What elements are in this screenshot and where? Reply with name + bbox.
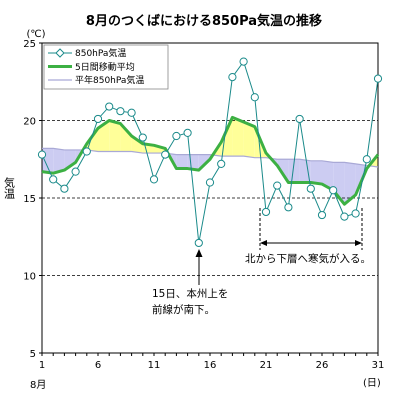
x-tick-label: 21 [260, 360, 273, 371]
x-tick-label: 1 [39, 360, 45, 371]
annotation-front-line2: 前線が南下。 [152, 303, 215, 316]
data-point [94, 115, 101, 122]
annotation-cold-air: 北から下層へ寒気が入る。 [245, 208, 371, 265]
data-point [352, 210, 359, 217]
cold-anomaly-fill [176, 155, 187, 169]
x-tick-label: 6 [95, 360, 101, 371]
y-tick-label: 10 [23, 272, 36, 283]
svg-text:気温: 気温 [3, 176, 16, 199]
data-point [240, 58, 247, 65]
warm-anomaly-fill [232, 117, 243, 156]
data-point [150, 176, 157, 183]
legend: 850hPa気温 5日間移動平均 平年850hPa気温 [44, 45, 168, 89]
data-point [262, 208, 269, 215]
data-point [72, 168, 79, 175]
data-point [38, 151, 45, 158]
cold-anomaly-fill [311, 161, 322, 184]
data-point [206, 179, 213, 186]
y-tick-label: 20 [23, 117, 36, 128]
data-point [251, 94, 258, 101]
data-point [117, 108, 124, 115]
y-tick-label: 15 [23, 194, 36, 205]
x-tick-label: 31 [372, 360, 385, 371]
data-point [61, 185, 68, 192]
y-axis-label: 気温 [3, 176, 16, 199]
arrowhead-icon [196, 249, 203, 257]
data-point [330, 187, 337, 194]
x-tick-label: 16 [204, 360, 217, 371]
data-point [274, 182, 281, 189]
data-point [128, 109, 135, 116]
y-tick-label: 5 [30, 349, 36, 360]
x-tick-label: 26 [316, 360, 329, 371]
data-point [374, 75, 381, 82]
data-point [195, 239, 202, 246]
series-moving-average [42, 117, 378, 204]
warm-anomaly-fill [109, 121, 120, 152]
arrowhead-left-icon [260, 240, 267, 246]
data-point [106, 103, 113, 110]
data-point [50, 176, 57, 183]
annotation-cold-air-text: 北から下層へ寒気が入る。 [245, 252, 371, 265]
data-point [139, 134, 146, 141]
data-point [285, 204, 292, 211]
data-point [341, 213, 348, 220]
month-label: 8月 [30, 379, 46, 391]
data-point [229, 74, 236, 81]
data-point [83, 148, 90, 155]
data-point [218, 160, 225, 167]
legend-label-850hpa: 850hPa気温 [75, 47, 126, 59]
data-point [318, 211, 325, 218]
legend-label-moving-average: 5日間移動平均 [75, 61, 135, 73]
data-point [184, 129, 191, 136]
data-point [363, 156, 370, 163]
legend-label-normal: 平年850hPa気温 [75, 74, 144, 86]
y-axis: 5 10 15 20 25 [23, 39, 42, 360]
chart-title: 8月のつくばにおける850Pa気温の推移 [86, 13, 322, 29]
x-axis: 161116212631 [39, 353, 385, 371]
y-tick-label: 25 [23, 39, 36, 50]
annotation-front-line1: 15日、本州上を [152, 287, 228, 300]
x-tick-label: 11 [148, 360, 161, 371]
data-point [296, 115, 303, 122]
x-unit-label: (日) [363, 378, 381, 389]
moving-average-line [42, 117, 378, 204]
data-point [307, 185, 314, 192]
data-point [173, 132, 180, 139]
data-point [162, 151, 169, 158]
arrowhead-right-icon [355, 240, 362, 246]
annotation-front: 15日、本州上を 前線が南下。 [152, 249, 228, 316]
legend-item-850hpa: 850hPa気温 [48, 47, 126, 59]
